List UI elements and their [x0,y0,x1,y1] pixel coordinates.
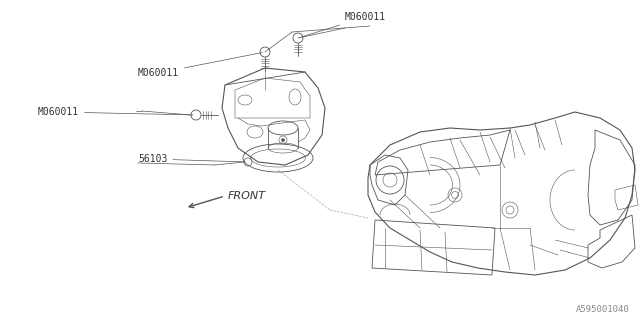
Text: M060011: M060011 [38,107,193,117]
Text: M060011: M060011 [138,52,262,78]
Text: FRONT: FRONT [228,191,266,201]
Text: A595001040: A595001040 [576,305,630,314]
Text: 56103: 56103 [138,154,245,164]
Text: M060011: M060011 [301,12,386,37]
Circle shape [282,139,285,141]
